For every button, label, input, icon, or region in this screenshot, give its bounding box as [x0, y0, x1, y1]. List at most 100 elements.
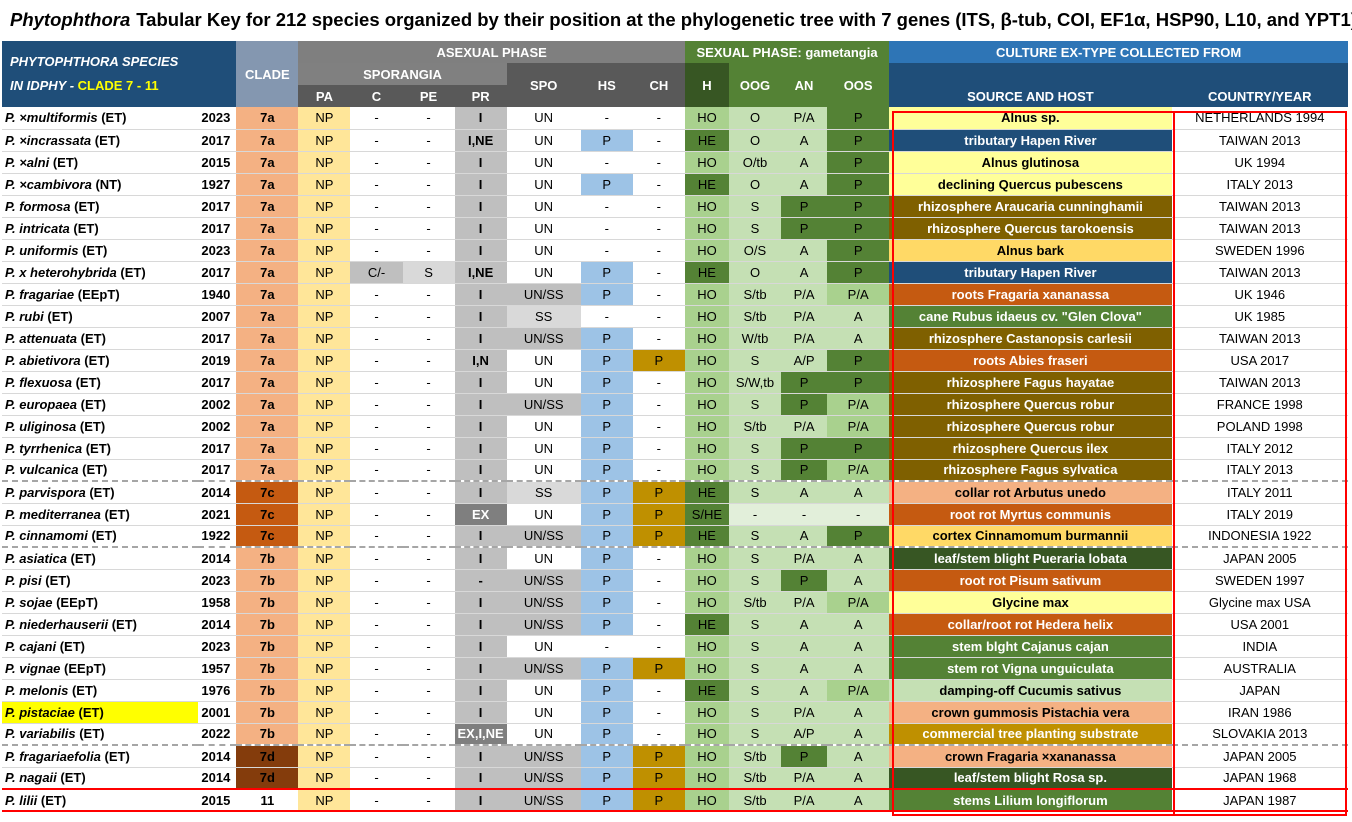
cell-hs: -	[580, 305, 633, 328]
table-row: P. melonis (ET) 1976 7b NP - - I UN P - HE S A P/A dam…	[2, 679, 1348, 702]
header-asexual-phase: ASEXUAL PHASE	[298, 41, 685, 63]
cell-ch: -	[632, 393, 685, 416]
species-tag: (ET)	[111, 616, 137, 632]
cell-an: A/P	[781, 723, 828, 746]
header-oos: OOS	[827, 63, 890, 107]
cell-oog: S/W,tb	[728, 371, 782, 394]
cell-oog: O/S	[728, 239, 782, 262]
cell-oos: P/A	[827, 283, 890, 306]
cell-spo: UN	[506, 415, 581, 438]
cell-c: -	[350, 173, 403, 196]
species-name: P. niederhauserii	[5, 616, 109, 632]
table-row: P. vulcanica (ET) 2017 7a NP - - I UN P - HO S P P/A r…	[2, 459, 1348, 482]
cell-spo: UN/SS	[506, 613, 581, 636]
cell-yr: 2017	[198, 437, 237, 460]
cell-pa: NP	[298, 129, 351, 152]
cell-pr: I	[454, 459, 507, 482]
table-row: P. niederhauserii (ET) 2014 7b NP - - I UN/SS P -…	[2, 613, 1348, 636]
cell-h: HO	[684, 657, 729, 680]
cell-pa: NP	[298, 569, 351, 592]
cell-oos: P	[827, 107, 890, 130]
cell-an: P	[781, 437, 828, 460]
cell-src: rhizosphere Quercus tarokoensis	[889, 217, 1172, 240]
cell-h: HO	[684, 546, 729, 570]
species-tag: (ET)	[94, 132, 121, 148]
cell-h: HO	[684, 151, 729, 174]
cell-src: Alnus sp.	[889, 107, 1172, 130]
cell-an: -	[781, 503, 828, 526]
cell-spo: UN/SS	[506, 283, 581, 306]
cell-an: P/A	[781, 767, 828, 790]
cell-src: rhizosphere Quercus robur	[889, 415, 1172, 438]
species-tag: (ET)	[60, 770, 86, 786]
species-tag: (ET)	[85, 440, 111, 456]
cell-spo: UN	[506, 217, 581, 240]
cell-cty: ITALY 2019	[1171, 503, 1348, 526]
cell-pr: EX,I,NE	[454, 723, 507, 746]
cell-pa: NP	[298, 327, 351, 350]
cell-yr: 2022	[198, 723, 237, 746]
table-row: P. fragariaefolia (ET) 2014 7d NP - - I UN/SS P P…	[2, 744, 1348, 768]
cell-hs: P	[580, 480, 633, 504]
cell-oog: S	[728, 635, 782, 658]
cell-oog: S	[728, 679, 782, 702]
cell-pa: NP	[298, 195, 351, 218]
cell-oos: A	[827, 657, 890, 680]
species-tag: (ET)	[47, 308, 73, 324]
cell-cty: TAIWAN 2013	[1171, 217, 1348, 240]
cell-an: A	[781, 679, 828, 702]
cell-hs: P	[580, 723, 633, 746]
table-row: P. ×alni (ET) 2015 7a NP - - I UN - - HO O/tb A P Alnu…	[2, 151, 1348, 174]
cell-oos: A	[827, 767, 890, 790]
cell-pr: I	[454, 657, 507, 680]
cell-oog: S/tb	[728, 415, 782, 438]
cell-oos: A	[827, 635, 890, 658]
table-row: P. uliginosa (ET) 2002 7a NP - - I UN P - HO S/tb P/…	[2, 415, 1348, 438]
cell-cty: UK 1994	[1171, 151, 1348, 174]
cell-pr: I	[454, 107, 507, 130]
cell-ch: P	[632, 744, 685, 768]
cell-c: -	[350, 283, 403, 306]
cell-c: -	[350, 349, 403, 372]
cell-src: Alnus bark	[889, 239, 1172, 262]
cell-oog: O	[728, 173, 782, 196]
cell-pe: -	[402, 305, 455, 328]
cell-ch: P	[632, 349, 685, 372]
species-tag: (ET)	[104, 748, 130, 764]
species-name: P. cajani	[5, 638, 57, 654]
header-pa: PA	[298, 85, 351, 107]
cell-h: HE	[684, 173, 729, 196]
cell-h: HO	[684, 437, 729, 460]
cell-ch: P	[632, 657, 685, 680]
title-genus: Phytophthora	[10, 9, 131, 30]
cell-pr: I	[454, 437, 507, 460]
cell-clade: 7b	[236, 679, 299, 702]
species-tag: (ET)	[84, 352, 110, 368]
cell-hs: P	[580, 613, 633, 636]
species-tag: (ET)	[71, 682, 98, 698]
cell-an: P/A	[781, 283, 828, 306]
species-tag: (ET)	[82, 242, 108, 258]
cell-pe: -	[402, 723, 455, 746]
cell-h: HO	[684, 723, 729, 746]
cell-oos: A	[827, 569, 890, 592]
cell-src: crown Fragaria ×xananassa	[889, 744, 1172, 768]
cell-oos: P	[827, 437, 890, 460]
cell-pe: -	[402, 635, 455, 658]
cell-yr: 2015	[198, 151, 237, 174]
cell-ch: -	[632, 591, 685, 614]
cell-c: -	[350, 569, 403, 592]
cell-c: -	[350, 151, 403, 174]
cell-hs: -	[580, 107, 633, 130]
cell-cty: TAIWAN 2013	[1171, 327, 1348, 350]
cell-ch: -	[632, 569, 685, 592]
cell-species: P. uliginosa (ET)	[2, 415, 199, 438]
species-name: P. sojae	[5, 594, 53, 610]
cell-src: rhizosphere Castanopsis carlesii	[889, 327, 1172, 350]
cell-clade: 7b	[236, 569, 299, 592]
cell-ch: -	[632, 283, 685, 306]
cell-spo: UN/SS	[506, 591, 581, 614]
cell-cty: TAIWAN 2013	[1171, 129, 1348, 152]
